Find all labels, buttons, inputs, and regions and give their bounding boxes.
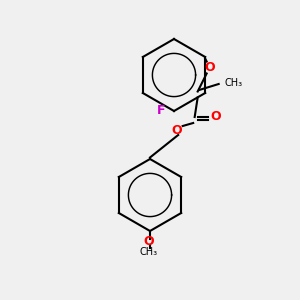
Text: CH₃: CH₃	[140, 247, 158, 257]
Text: F: F	[157, 104, 165, 118]
Text: CH₃: CH₃	[225, 77, 243, 88]
Text: O: O	[210, 110, 221, 124]
Text: O: O	[171, 124, 182, 137]
Text: O: O	[204, 61, 215, 74]
Text: O: O	[143, 235, 154, 248]
